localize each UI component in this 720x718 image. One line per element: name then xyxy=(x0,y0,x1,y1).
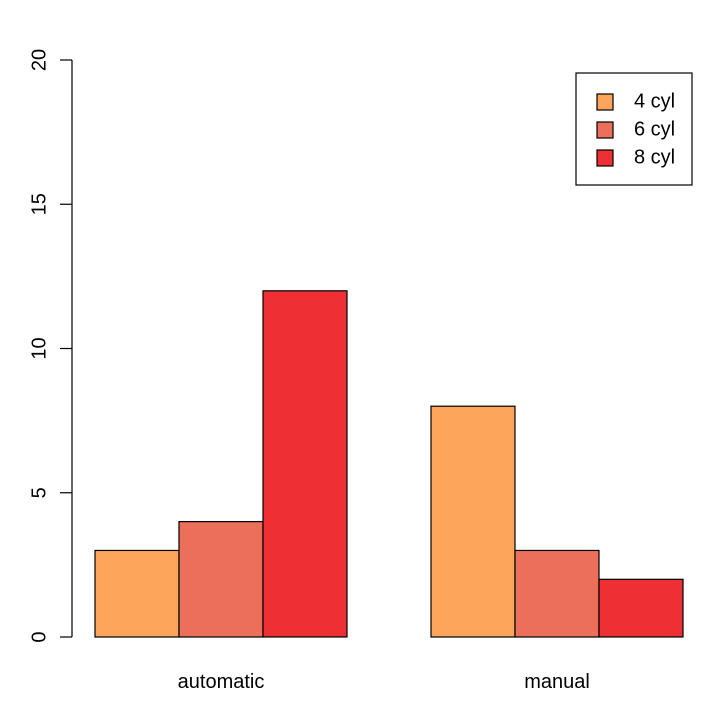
bar-automatic-4-cyl xyxy=(94,549,180,638)
y-tick-label: 20 xyxy=(28,49,50,71)
legend-box xyxy=(575,72,693,186)
legend: 4 cyl 6 cyl 8 cyl xyxy=(575,72,693,186)
bar-manual-6-cyl xyxy=(514,549,600,638)
legend-label-4-cyl: 4 cyl xyxy=(634,90,675,112)
bar-manual-8-cyl xyxy=(598,578,684,638)
bars xyxy=(94,290,684,638)
y-tick-label: 0 xyxy=(28,631,50,642)
legend-label-8-cyl: 8 cyl xyxy=(634,146,675,168)
legend-label-6-cyl: 6 cyl xyxy=(634,118,675,140)
legend-swatch-4-cyl xyxy=(596,93,614,111)
x-label-manual: manual xyxy=(524,671,590,693)
legend-swatch-6-cyl xyxy=(596,121,614,139)
y-tick-label: 15 xyxy=(28,193,50,215)
bar-automatic-6-cyl xyxy=(178,520,264,638)
x-label-automatic: automatic xyxy=(178,671,265,693)
bar-manual-4-cyl xyxy=(430,405,516,638)
y-tick-label: 5 xyxy=(28,487,50,498)
y-tick-label: 10 xyxy=(28,337,50,359)
x-axis-labels: automatic manual xyxy=(178,671,590,693)
legend-swatch-8-cyl xyxy=(596,149,614,167)
y-axis: 0 5 10 15 20 xyxy=(28,49,73,643)
bar-automatic-8-cyl xyxy=(262,290,348,638)
